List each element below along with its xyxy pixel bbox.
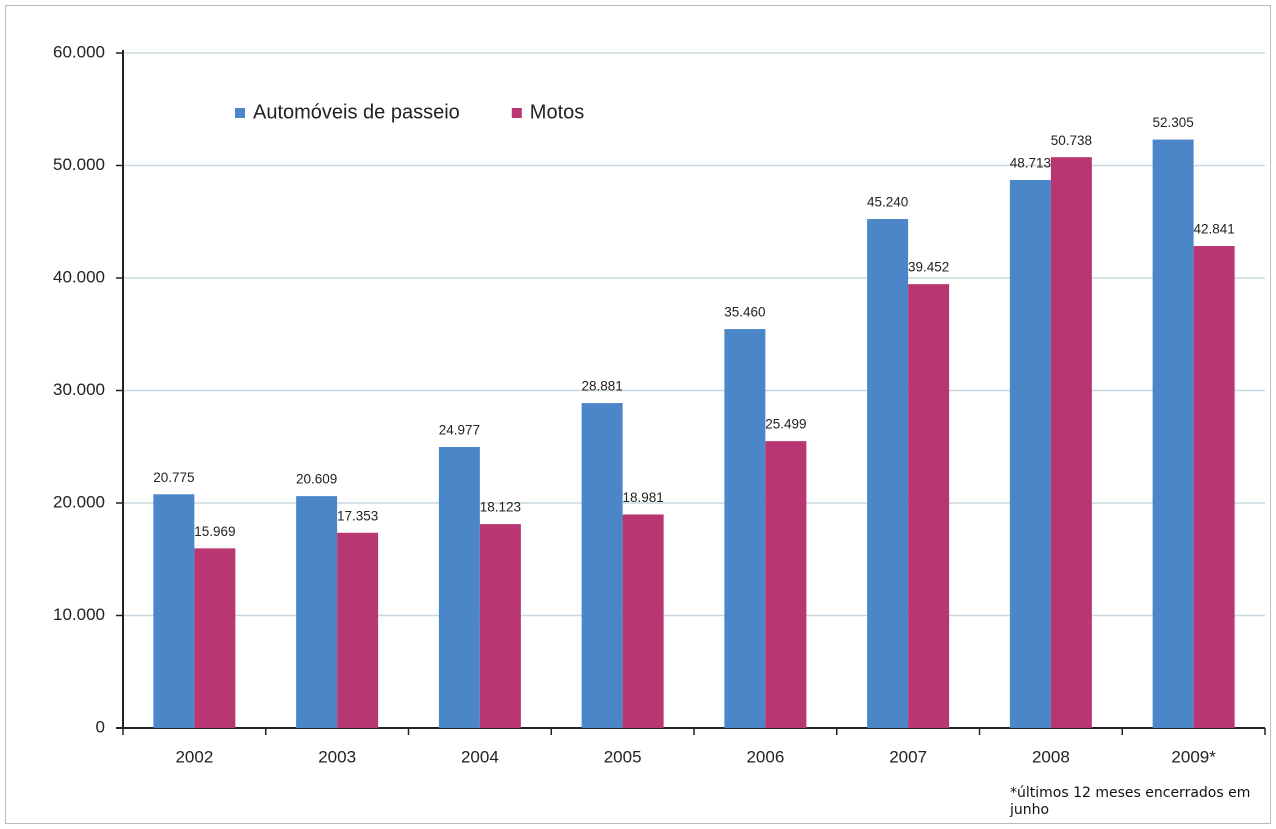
- bar: [153, 494, 195, 728]
- bar: [581, 403, 623, 728]
- bar: [438, 447, 480, 728]
- x-tick-label: 2009*: [1171, 747, 1216, 766]
- y-tick-label: 30.000: [53, 380, 105, 399]
- y-tick-label: 0: [96, 717, 105, 736]
- x-tick-label: 2006: [746, 747, 784, 766]
- x-tick-label: 2003: [318, 747, 356, 766]
- value-label: 50.738: [1051, 133, 1092, 148]
- x-tick-label: 2008: [1032, 747, 1070, 766]
- value-label: 45.240: [867, 195, 908, 210]
- value-label: 20.609: [296, 472, 337, 487]
- bar: [479, 524, 521, 728]
- value-label: 24.977: [439, 423, 480, 438]
- value-label: 15.969: [194, 524, 235, 539]
- value-label: 20.775: [153, 470, 194, 485]
- y-tick-label: 60.000: [53, 42, 105, 61]
- bar: [1050, 157, 1092, 728]
- footnote: *últimos 12 meses encerrados em junho: [1010, 785, 1251, 818]
- legend-label: Motos: [530, 101, 584, 123]
- legend-label: Automóveis de passeio: [253, 101, 460, 123]
- x-tick-label: 2004: [461, 747, 499, 766]
- x-tick-label: 2002: [175, 747, 213, 766]
- x-tick-label: 2007: [889, 747, 927, 766]
- bar: [194, 548, 236, 728]
- legend-swatch: [235, 108, 245, 118]
- y-tick-label: 50.000: [53, 155, 105, 174]
- bar: [1152, 139, 1194, 729]
- y-tick-label: 10.000: [53, 605, 105, 624]
- x-tick-label: 2005: [604, 747, 642, 766]
- bar: [724, 329, 766, 728]
- bar: [337, 532, 379, 728]
- value-label: 18.981: [622, 490, 663, 505]
- bar: [765, 441, 807, 728]
- y-tick-label: 20.000: [53, 492, 105, 511]
- value-label: 25.499: [765, 417, 806, 432]
- legend-swatch: [511, 108, 522, 118]
- bar: [1193, 246, 1235, 728]
- value-label: 39.452: [908, 260, 949, 275]
- value-label: 18.123: [480, 500, 521, 515]
- frame: [5, 5, 1271, 824]
- bar: [622, 514, 664, 728]
- value-label: 35.460: [724, 305, 765, 320]
- bar: [1009, 179, 1051, 728]
- bar: [867, 219, 909, 729]
- bar: [908, 284, 950, 728]
- value-label: 52.305: [1152, 115, 1193, 130]
- bar: [296, 496, 338, 728]
- value-label: 48.713: [1010, 156, 1051, 171]
- value-label: 42.841: [1193, 222, 1234, 237]
- value-label: 28.881: [581, 379, 622, 394]
- y-tick-label: 40.000: [53, 267, 105, 286]
- value-label: 17.353: [337, 508, 378, 523]
